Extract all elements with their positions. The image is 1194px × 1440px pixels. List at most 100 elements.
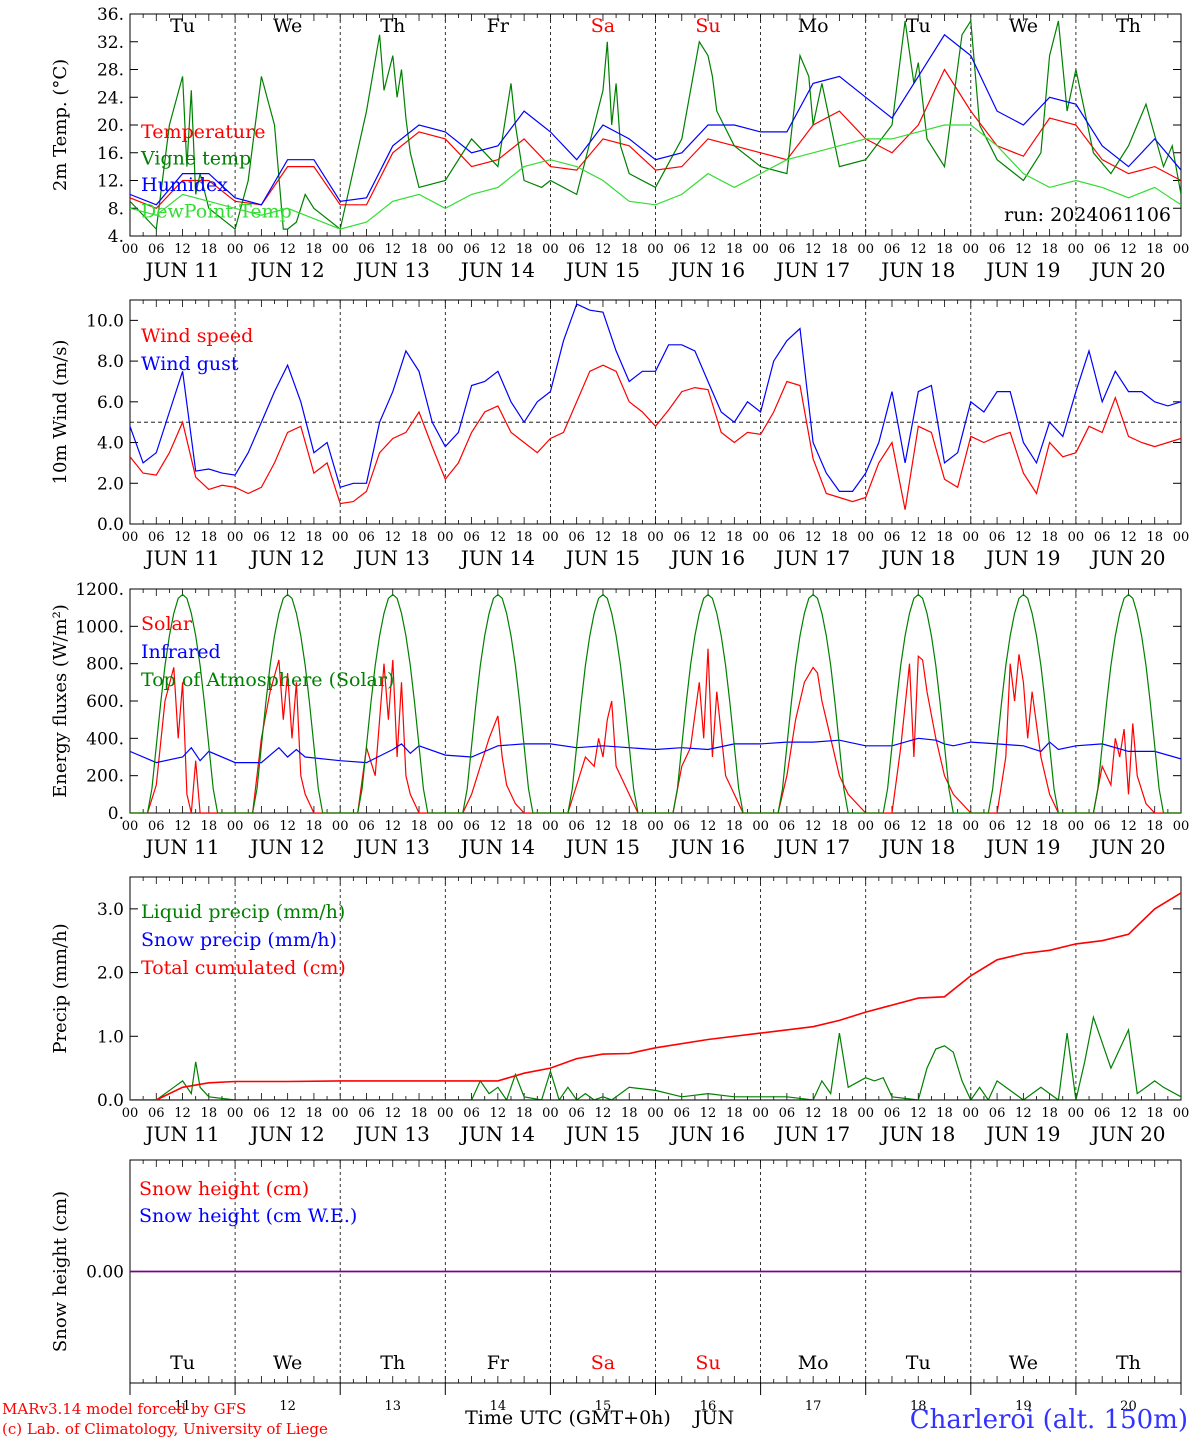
precip-x-hour-label: 06 — [779, 1106, 796, 1121]
wind-x-hour-label: 18 — [936, 530, 953, 545]
wind-x-day-label: JUN 14 — [459, 546, 535, 570]
energy-x-hour-label: 06 — [463, 819, 480, 834]
temp-x-hour-label: 00 — [1068, 242, 1085, 257]
snow-weekday-label: Su — [695, 1352, 720, 1374]
wind-x-hour-label: 12 — [595, 530, 612, 545]
precip-y-tick-label: 1.0 — [97, 1027, 124, 1047]
temp-x-hour-label: 06 — [358, 242, 375, 257]
energy-x-hour-label: 12 — [805, 819, 822, 834]
wind-x-hour-label: 00 — [227, 530, 244, 545]
temp-x-hour-label: 00 — [227, 242, 244, 257]
temp-x-hour-label: 18 — [516, 242, 533, 257]
temp-x-hour-label: 18 — [831, 242, 848, 257]
temp-legend-item: DewPoint Temp — [141, 201, 292, 223]
snow-y-tick-label: 0.00 — [86, 1263, 124, 1283]
energy-y-tick-label: 400. — [86, 729, 124, 749]
wind-x-hour-label: 06 — [674, 530, 691, 545]
wind-x-hour-label: 18 — [831, 530, 848, 545]
energy-x-hour-label: 18 — [1146, 819, 1163, 834]
wind-x-hour-label: 06 — [148, 530, 165, 545]
temp-x-hour-label: 12 — [910, 242, 927, 257]
energy-x-hour-label: 06 — [884, 819, 901, 834]
precip-x-hour-label: 12 — [595, 1106, 612, 1121]
energy-x-hour-label: 00 — [542, 819, 559, 834]
temp-weekday-label: Th — [380, 15, 405, 37]
temp-x-hour-label: 06 — [568, 242, 585, 257]
energy-x-hour-label: 06 — [253, 819, 270, 834]
precip-x-hour-label: 00 — [963, 1106, 980, 1121]
precip-x-hour-label: 06 — [568, 1106, 585, 1121]
wind-y-tick-label: 4.0 — [97, 434, 124, 454]
temp-x-day-label: JUN 20 — [1089, 258, 1165, 282]
temp-x-hour-label: 06 — [989, 242, 1006, 257]
wind-x-hour-label: 12 — [490, 530, 507, 545]
precip-x-hour-label: 18 — [1146, 1106, 1163, 1121]
snow-day-number: 14 — [490, 1399, 507, 1414]
wind-x-hour-label: 00 — [647, 530, 664, 545]
energy-y-tick-label: 1200. — [75, 580, 124, 600]
snow-weekday-label: We — [1009, 1352, 1038, 1374]
precip-legend-item: Liquid precip (mm/h) — [141, 901, 345, 923]
energy-x-day-label: JUN 15 — [564, 835, 640, 859]
temp-series-dewpoint-temp — [130, 124, 1181, 230]
wind-legend-item: Wind speed — [141, 325, 253, 347]
temp-legend-item: Temperature — [141, 121, 265, 143]
wind-x-day-label: JUN 18 — [879, 546, 955, 570]
wind-x-hour-label: 00 — [542, 530, 559, 545]
temp-y-tick-label: 28. — [97, 61, 124, 81]
precip-x-hour-label: 06 — [884, 1106, 901, 1121]
precip-x-hour-label: 12 — [700, 1106, 717, 1121]
energy-x-day-label: JUN 14 — [459, 835, 535, 859]
wind-x-hour-label: 18 — [621, 530, 638, 545]
snow-weekday-label: Mo — [798, 1352, 829, 1374]
precip-x-hour-label: 12 — [1120, 1106, 1137, 1121]
temp-x-hour-label: 18 — [411, 242, 428, 257]
energy-x-day-label: JUN 11 — [143, 835, 219, 859]
snow-day-number: 16 — [700, 1399, 717, 1414]
temp-weekday-label: Tu — [906, 15, 931, 37]
precip-x-hour-label: 18 — [516, 1106, 533, 1121]
wind-x-hour-label: 00 — [122, 530, 139, 545]
precip-x-hour-label: 06 — [253, 1106, 270, 1121]
temp-series-vigne-temp — [130, 19, 1181, 231]
snow-day-number: 11 — [174, 1399, 191, 1414]
wind-y-axis-label: 10m Wind (m/s) — [50, 340, 71, 485]
temp-y-tick-label: 32. — [97, 33, 124, 53]
precip-series-total-cumulated-cm — [130, 892, 1181, 1100]
precip-legend-item: Snow precip (mm/h) — [141, 929, 337, 951]
precip-x-hour-label: 18 — [1041, 1106, 1058, 1121]
temp-x-hour-label: 06 — [1094, 242, 1111, 257]
wind-y-tick-label: 0.0 — [97, 515, 124, 535]
energy-legend-item: Infrared — [141, 641, 221, 663]
wind-x-hour-label: 00 — [1068, 530, 1085, 545]
precip-x-hour-label: 12 — [805, 1106, 822, 1121]
temp-x-hour-label: 18 — [306, 242, 323, 257]
precip-x-hour-label: 00 — [122, 1106, 139, 1121]
energy-x-hour-label: 00 — [647, 819, 664, 834]
precip-x-hour-label: 18 — [831, 1106, 848, 1121]
wind-y-tick-label: 2.0 — [97, 474, 124, 494]
precip-x-hour-label: 00 — [227, 1106, 244, 1121]
temp-y-tick-label: 36. — [97, 5, 124, 25]
wind-legend-item: Wind gust — [141, 353, 239, 375]
precip-series-liquid-precip-mm-h — [130, 1014, 1181, 1100]
precip-y-tick-label: 3.0 — [97, 900, 124, 920]
temp-x-hour-label: 00 — [122, 242, 139, 257]
precip-x-day-label: JUN 14 — [459, 1122, 535, 1146]
temp-x-hour-label: 00 — [542, 242, 559, 257]
temp-x-hour-label: 00 — [1173, 242, 1190, 257]
wind-x-hour-label: 06 — [884, 530, 901, 545]
wind-series-wind-gust — [130, 303, 1181, 492]
wind-x-hour-label: 06 — [358, 530, 375, 545]
energy-x-hour-label: 12 — [910, 819, 927, 834]
credit-line-1: MARv3.14 model forced by GFS — [2, 1400, 246, 1418]
energy-x-hour-label: 12 — [279, 819, 296, 834]
wind-x-day-label: JUN 16 — [669, 546, 745, 570]
precip-legend-item: Total cumulated (cm) — [141, 957, 346, 979]
energy-x-hour-label: 06 — [568, 819, 585, 834]
wind-x-hour-label: 18 — [516, 530, 533, 545]
snow-weekday-label: Th — [380, 1352, 405, 1374]
temp-x-day-label: JUN 15 — [564, 258, 640, 282]
energy-y-tick-label: 600. — [86, 692, 124, 712]
temp-y-tick-label: 4. — [108, 227, 124, 247]
